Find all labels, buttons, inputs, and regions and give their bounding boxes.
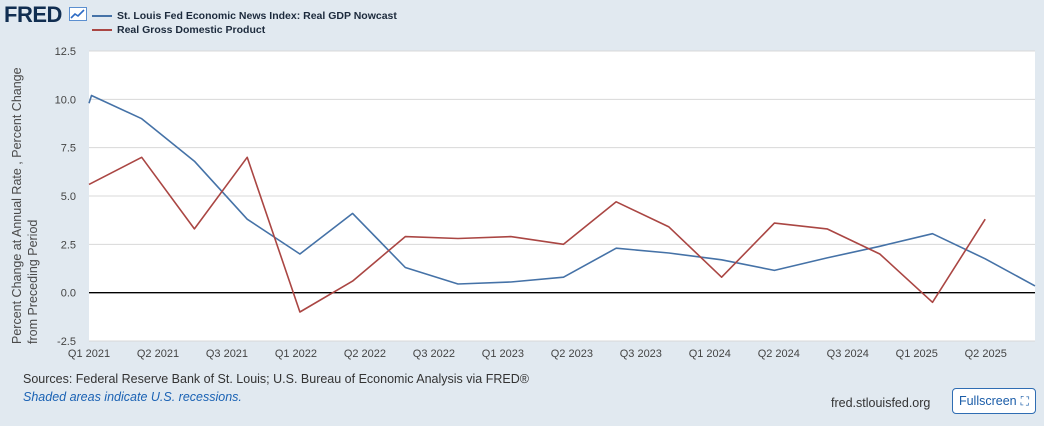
x-tick-label: Q3 2024 [827,348,869,360]
x-tick-label: Q2 2022 [344,348,386,360]
x-tick-label: Q3 2023 [620,348,662,360]
y-tick-label: 0.0 [61,288,76,300]
series-line-1[interactable] [88,156,986,313]
x-tick-label: Q2 2021 [137,348,179,360]
fullscreen-icon: ⛶ [1020,393,1030,408]
chart-trend-icon [69,7,87,21]
legend-swatch-nowcast [92,15,112,17]
x-tick-label: Q2 2025 [965,348,1007,360]
legend-swatch-gdp [92,29,112,31]
series-lines [88,94,1036,313]
x-tick-label: Q2 2023 [551,348,593,360]
y-tick-label: -2.5 [57,336,76,348]
x-tick-label: Q3 2022 [413,348,455,360]
y-tick-label: 7.5 [61,143,76,155]
y-tick-labels: -2.5 0.0 2.5 5.0 7.5 10.0 12.5 [55,46,76,348]
recession-note[interactable]: Shaded areas indicate U.S. recessions. [23,390,242,404]
y-tick-label: 2.5 [61,239,76,251]
x-tick-labels: Q1 2021 Q2 2021 Q3 2021 Q1 2022 Q2 2022 Q3 20… [68,348,1007,360]
legend-label-nowcast: St. Louis Fed Economic News Index: Real … [117,10,397,22]
x-tick-label: Q1 2023 [482,348,524,360]
fullscreen-button[interactable]: Fullscreen ⛶ [952,388,1036,414]
fullscreen-label: Fullscreen [958,394,1017,408]
x-tick-label: Q3 2021 [206,348,248,360]
x-tick-label: Q2 2024 [758,348,800,360]
fred-logo[interactable]: FRED [4,2,62,27]
series-line-0[interactable] [88,94,1036,287]
x-tick-label: Q1 2022 [275,348,317,360]
x-tick-label: Q1 2024 [689,348,731,360]
y-tick-label: 5.0 [61,191,76,203]
legend-item-gdp[interactable]: Real Gross Domestic Product [92,23,397,37]
site-url[interactable]: fred.stlouisfed.org [831,396,931,410]
x-tick-label: Q1 2021 [68,348,110,360]
legend-item-nowcast[interactable]: St. Louis Fed Economic News Index: Real … [92,9,397,23]
x-tick-label: Q1 2025 [896,348,938,360]
legend-label-gdp: Real Gross Domestic Product [117,24,266,36]
y-tick-label: 10.0 [55,94,76,106]
y-tick-label: 12.5 [55,46,76,58]
legend: St. Louis Fed Economic News Index: Real … [92,9,397,37]
sources-note: Sources: Federal Reserve Bank of St. Lou… [23,372,529,386]
